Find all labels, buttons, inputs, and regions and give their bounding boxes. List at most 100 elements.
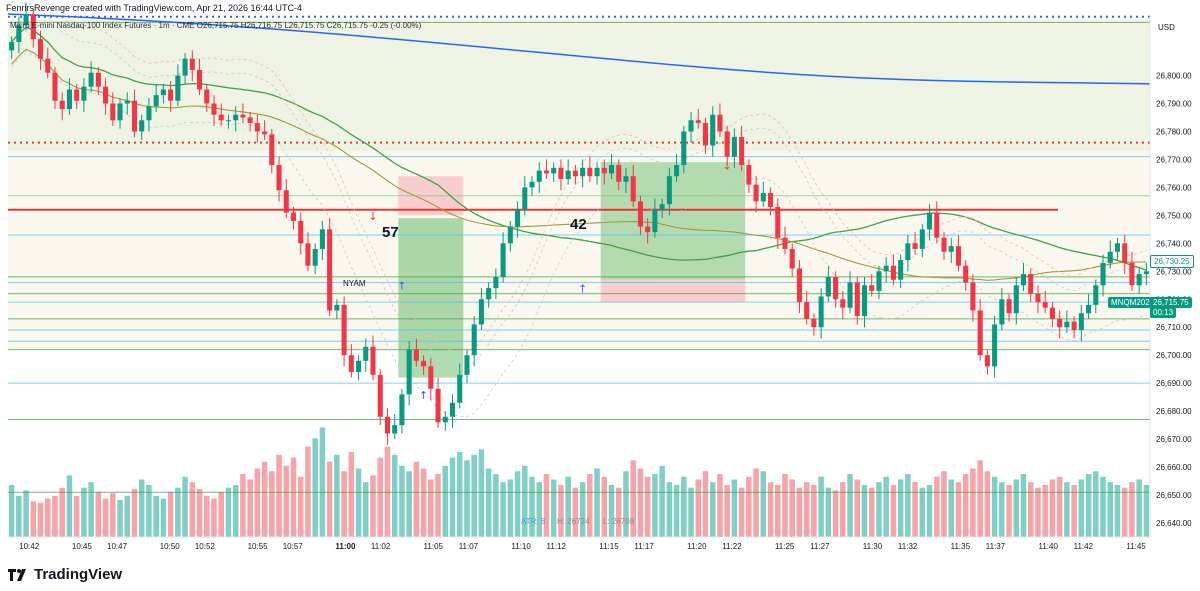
candle-body — [905, 243, 911, 261]
time-tick-label: 11:02 — [371, 542, 391, 551]
volume-bar — [789, 479, 795, 537]
symbol-legend[interactable]: Micro E-mini Nasdaq-100 Index Futures · … — [10, 21, 422, 30]
candle-body — [890, 265, 896, 280]
volume-bar — [984, 471, 991, 537]
currency-label: USD — [1158, 23, 1175, 32]
candle-body — [95, 72, 101, 87]
volume-bar — [283, 465, 290, 537]
price-tick-label: 26,730.00 — [1156, 267, 1192, 276]
volume-bar — [102, 498, 109, 537]
price-tick-label: 26,800.00 — [1156, 72, 1192, 81]
volume-bar — [1085, 473, 1092, 537]
volume-bar — [536, 482, 542, 537]
candle-body — [276, 165, 282, 191]
tradingview-logo[interactable]: TradingView — [8, 566, 122, 583]
volume-bar — [1035, 487, 1041, 537]
candle-body — [334, 304, 340, 311]
candle-body — [189, 58, 195, 70]
volume-bar — [630, 460, 636, 537]
candle-body — [363, 346, 369, 361]
candle-body — [775, 206, 781, 238]
tradingview-mark-icon — [8, 568, 26, 581]
candle-body — [804, 302, 810, 319]
price-tick-label: 26,660.00 — [1156, 463, 1192, 472]
signal-arrow-icon: ↓ — [723, 159, 732, 172]
volume-bar — [428, 479, 434, 537]
candle-body — [847, 282, 853, 308]
candle-body — [204, 89, 210, 104]
volume-bar — [399, 465, 405, 537]
volume-bar — [1093, 471, 1099, 537]
time-tick-label: 11:12 — [547, 542, 567, 551]
candle-body — [435, 388, 441, 423]
volume-bar — [124, 495, 131, 537]
candle-body — [356, 360, 362, 372]
volume-bar — [941, 471, 947, 537]
time-tick-label: 11:27 — [810, 542, 830, 551]
volume-bar — [348, 452, 355, 537]
volume-bar — [341, 471, 347, 537]
volume-bar — [312, 438, 318, 537]
volume-bar — [572, 487, 579, 537]
signal-arrow-icon: ↑ — [397, 280, 406, 293]
time-tick-label: 11:32 — [898, 542, 918, 551]
candle-body — [601, 167, 607, 174]
candle-body — [88, 72, 94, 87]
time-tick-label: 11:17 — [634, 542, 654, 551]
volume-bar — [478, 449, 485, 537]
candle-body — [139, 120, 145, 132]
volume-bar — [1020, 473, 1027, 537]
candle-body — [442, 416, 448, 423]
stats-high: H: 26724 — [557, 517, 590, 526]
candle-body — [616, 165, 622, 182]
time-tick-label: 11:15 — [599, 542, 619, 551]
volume-bar — [709, 482, 716, 537]
volume-bar — [637, 468, 644, 537]
candle-body — [955, 246, 961, 266]
volume-bar — [919, 487, 926, 537]
price-tick-label: 26,640.00 — [1156, 519, 1192, 528]
candle-body — [992, 324, 998, 367]
candle-body — [1020, 274, 1027, 286]
candle-body — [970, 282, 976, 311]
volume-bar — [522, 465, 528, 537]
candle-body — [789, 248, 795, 269]
time-tick-label: 10:45 — [72, 542, 93, 551]
candle-body — [319, 229, 325, 249]
volume-bar — [608, 484, 615, 537]
candle-body — [478, 299, 484, 325]
candle-body — [833, 276, 839, 300]
price-tick-label: 26,670.00 — [1156, 435, 1192, 444]
time-tick-label: 11:40 — [1038, 542, 1058, 551]
candle-body — [912, 243, 918, 249]
volume-bar — [485, 468, 492, 537]
volume-bar — [16, 495, 22, 537]
candle-body — [341, 304, 347, 356]
candle-body — [1093, 285, 1099, 305]
price-tick-label: 26,780.00 — [1156, 127, 1192, 136]
candle-body — [941, 237, 947, 252]
time-tick-label: 10:52 — [195, 542, 216, 551]
candle-body — [457, 374, 463, 403]
candle-body — [153, 95, 159, 107]
candle-body — [645, 226, 651, 233]
volume-bar — [290, 457, 297, 537]
volume-bar — [796, 487, 803, 537]
volume-bar — [189, 482, 196, 537]
volume-bar — [970, 468, 976, 537]
candle-body — [247, 117, 253, 124]
candle-body — [637, 201, 643, 227]
time-tick-label: 11:20 — [687, 542, 707, 551]
candle-body — [760, 192, 766, 202]
candle-body — [724, 131, 730, 157]
volume-bar — [95, 491, 102, 537]
volume-bar — [1064, 482, 1070, 537]
volume-bar — [905, 473, 911, 537]
session-label: NYAM — [343, 279, 366, 288]
volume-bar — [52, 495, 58, 537]
trade-2-points: 42 — [570, 216, 587, 233]
candle-body — [117, 103, 123, 121]
volume-bar — [702, 471, 709, 537]
candle-body — [59, 100, 65, 110]
